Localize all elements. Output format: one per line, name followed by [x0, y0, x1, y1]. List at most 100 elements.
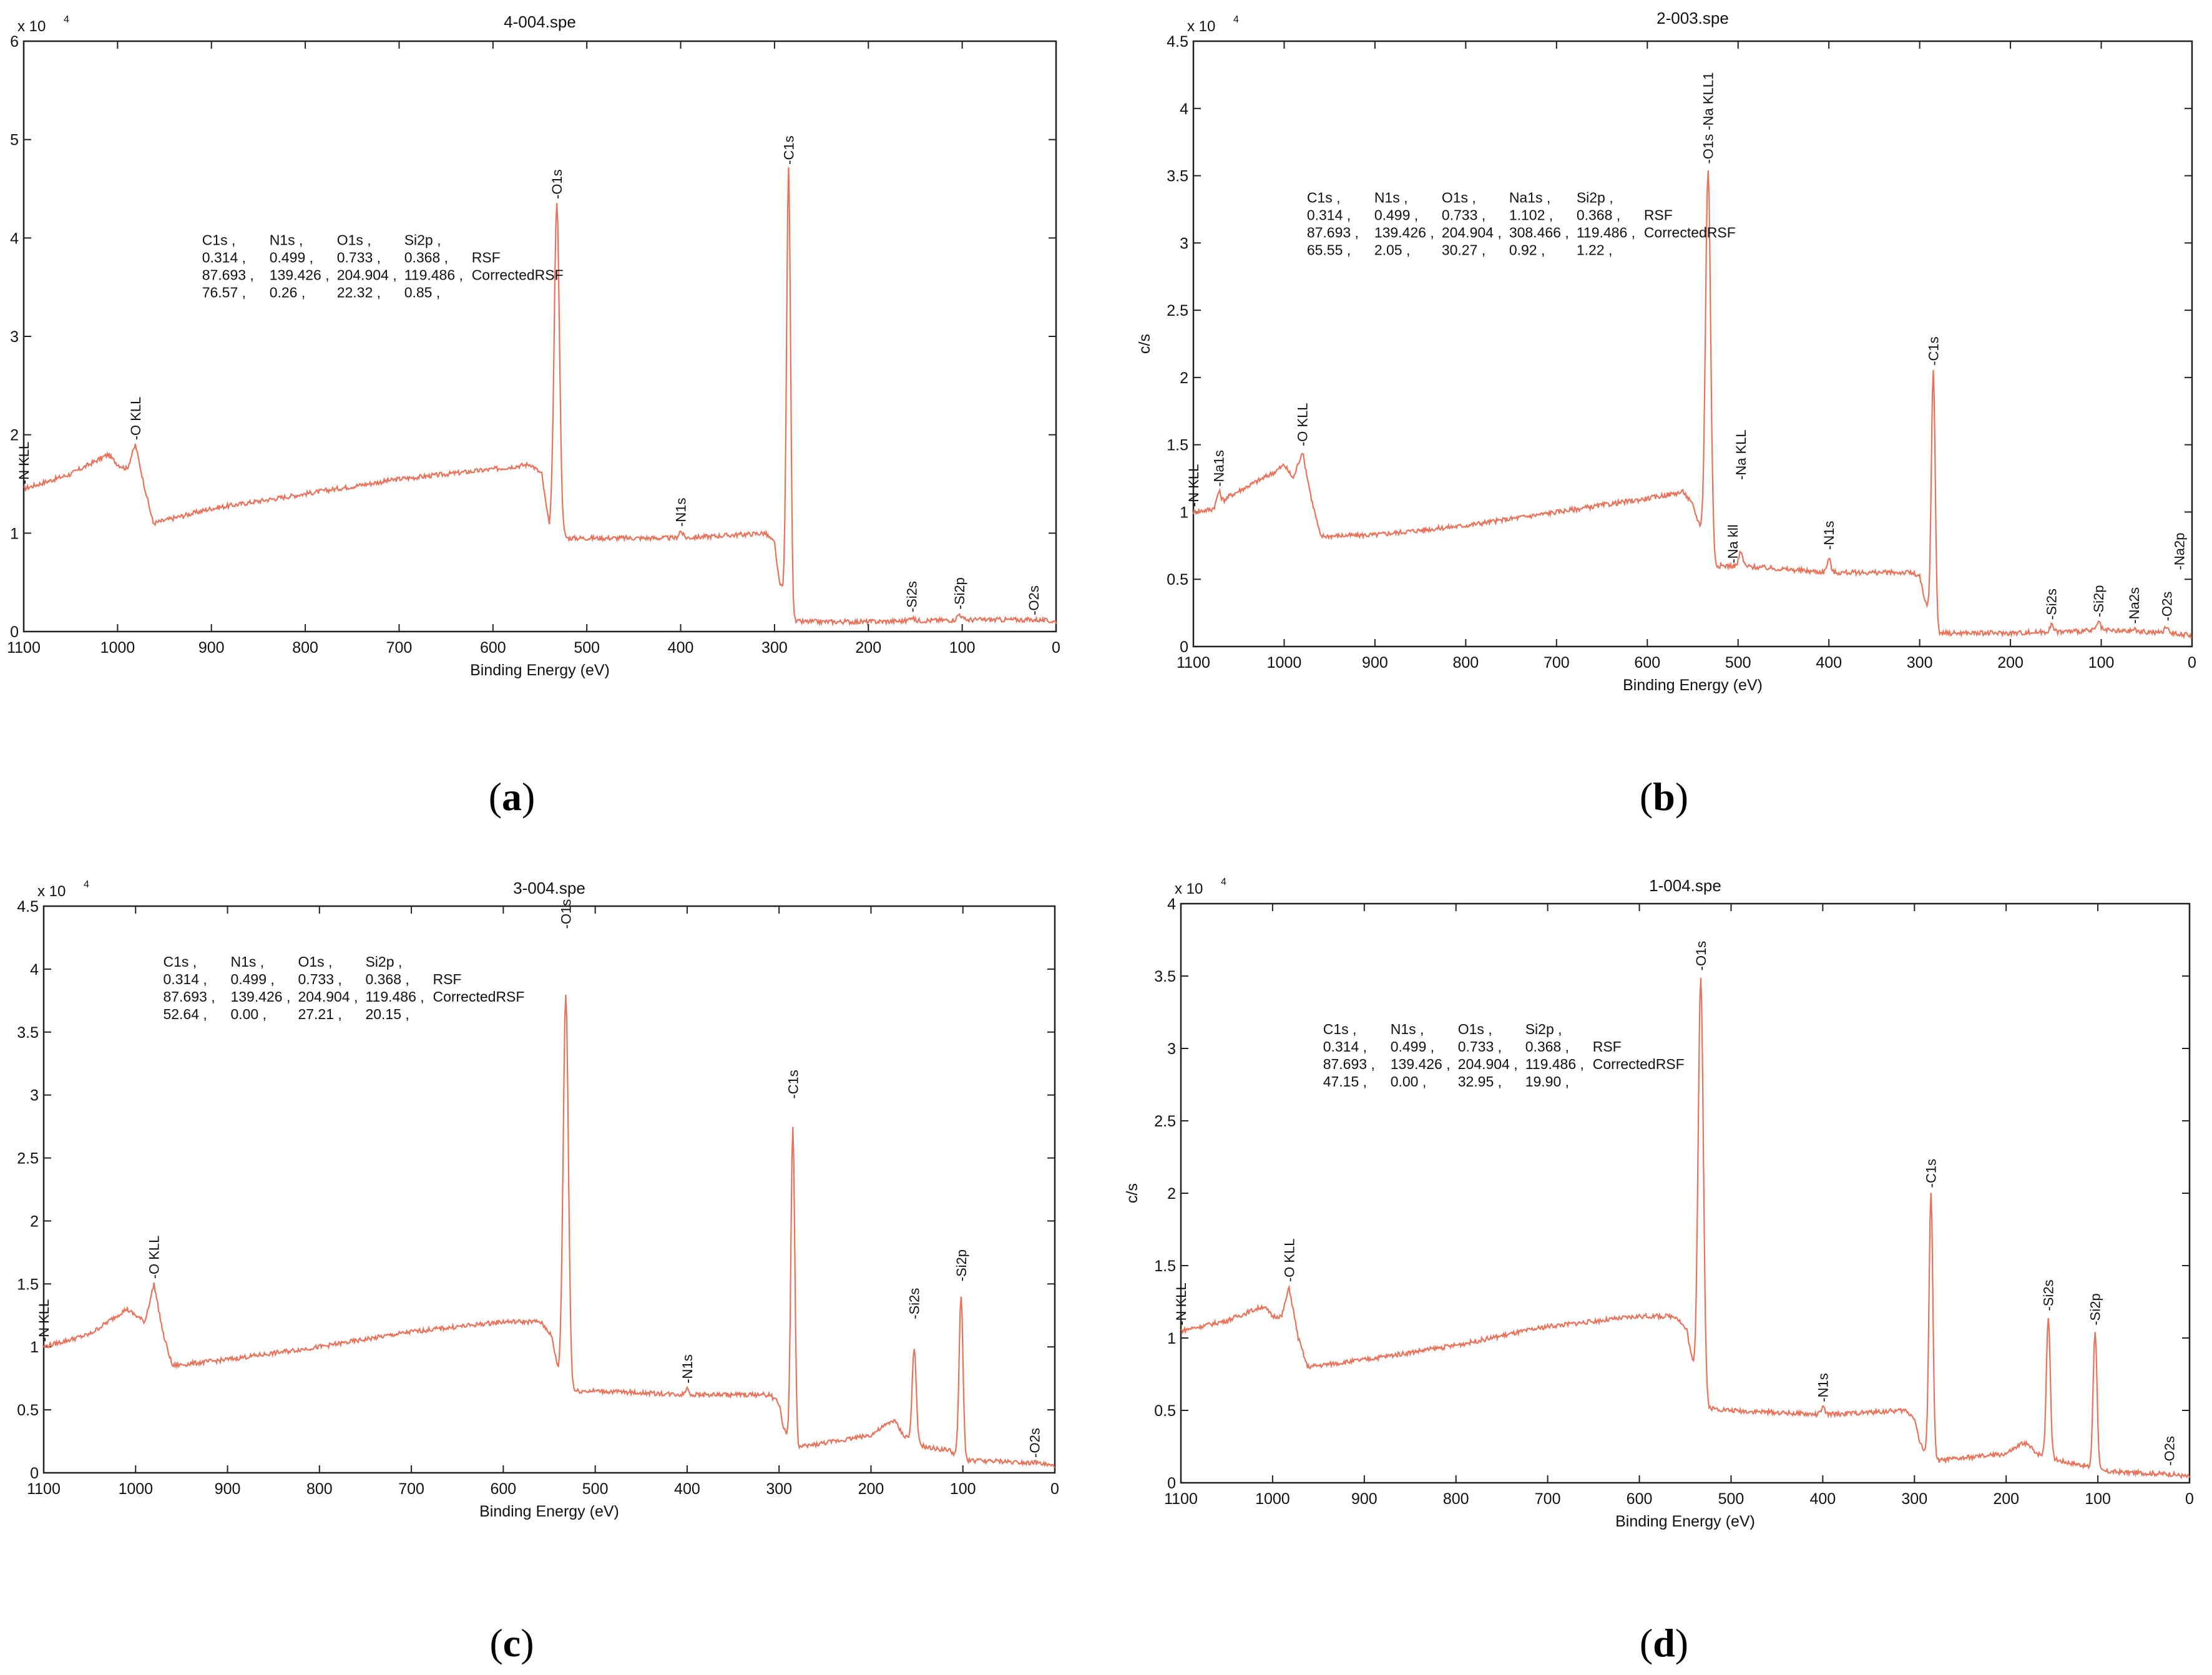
x-tick-label: 1000: [100, 639, 135, 657]
y-tick-label: 1: [10, 525, 19, 542]
quant-table-cell: 27.21 ,: [298, 1006, 341, 1022]
quant-table-cell: 139.426 ,: [270, 266, 330, 283]
x-tick-label: 300: [1907, 654, 1933, 671]
peak-label: -O KLL: [147, 1236, 162, 1279]
caption-c: (c): [489, 1621, 534, 1665]
quant-table-cell: 0.499 ,: [1374, 207, 1418, 223]
x-axis-label: Binding Energy (eV): [479, 1503, 619, 1520]
chart-title: 1-004.spe: [1649, 876, 1721, 895]
caption-letter-a: a: [502, 774, 522, 819]
quant-table-cell: 0.733 ,: [1442, 207, 1485, 223]
y-tick-label: 3: [1180, 235, 1188, 252]
peak-label: -Si2s: [2041, 1279, 2057, 1311]
quant-table-cell: Si2p ,: [365, 954, 402, 970]
x-tick-label: 400: [1810, 1490, 1836, 1508]
x-tick-label: 200: [1993, 1490, 2019, 1508]
peak-label: -O2s: [1027, 1428, 1043, 1458]
y-tick-label: 1: [1180, 504, 1188, 521]
quant-table-cell: O1s ,: [298, 954, 332, 970]
x-tick-label: 800: [1443, 1490, 1469, 1508]
y-tick-label: 4: [10, 230, 19, 247]
x-tick-label: 300: [761, 639, 788, 657]
quant-table-cell: 0.92 ,: [1509, 242, 1545, 258]
quant-table-cell: 119.486 ,: [1525, 1056, 1584, 1072]
peak-label: -Na kll: [1725, 524, 1741, 563]
peak-label: -O2s: [1026, 585, 1042, 615]
y-exponent-label: x 10: [1187, 18, 1215, 35]
y-tick-label: 4: [1167, 896, 1176, 913]
x-axis-label: Binding Energy (eV): [1615, 1513, 1755, 1530]
x-tick-label: 400: [674, 1480, 700, 1498]
x-tick-label: 100: [2088, 654, 2115, 671]
caption-b: (b): [1639, 774, 1689, 819]
caption-d: (d): [1639, 1621, 1689, 1665]
y-tick-label: 0: [1167, 1475, 1176, 1492]
quant-table-cell: 47.15 ,: [1323, 1073, 1367, 1090]
y-tick-label: 4: [1180, 100, 1188, 118]
x-tick-label: 1100: [27, 1480, 61, 1498]
y-axis-label: c/s: [1136, 334, 1153, 354]
peak-label: -O1s: [549, 169, 565, 199]
y-tick-label: 4.5: [17, 898, 39, 916]
peak-label: -N KLL: [36, 1299, 52, 1342]
x-tick-label: 100: [949, 639, 976, 657]
quant-table-cell: O1s ,: [1442, 190, 1476, 206]
quant-table-cell: 0.733 ,: [298, 971, 341, 987]
quant-table-cell: 119.486 ,: [1577, 225, 1635, 241]
y-tick-label: 2: [1167, 1185, 1176, 1203]
chart-title: 4-004.spe: [504, 12, 576, 31]
x-tick-label: 1100: [7, 639, 41, 657]
peak-label: -N1s: [1821, 521, 1837, 550]
quant-table-cell: 76.57 ,: [202, 284, 246, 300]
spectrum-line: [1192, 170, 2193, 640]
quant-table-cell: 65.55 ,: [1307, 242, 1351, 258]
quant-table-cell: C1s ,: [202, 232, 236, 248]
quant-table-cell: CorrectedRSF: [433, 989, 524, 1005]
quant-table-cell: 139.426 ,: [230, 989, 290, 1005]
peak-label: -O1s: [1693, 941, 1709, 971]
chart-panel-d: 1-004.spe x 10 4 1100 1000 900 800 700 600 500 400…: [1106, 861, 2212, 1548]
x-tick-label: 1100: [1177, 654, 1210, 671]
chart-panel-c: 3-004.spe x 10 4 1100 1000 900 800 700 600 500 400…: [0, 861, 1061, 1548]
quant-table-cell: 204.904 ,: [337, 266, 397, 283]
quant-table-cell: 20.15 ,: [365, 1006, 409, 1022]
x-tick-label: 0: [1050, 1480, 1059, 1498]
quant-table-cell: 0.499 ,: [230, 971, 274, 987]
x-tick-label: 400: [1816, 654, 1842, 671]
x-tick-label: 700: [386, 639, 413, 657]
peak-label: -Si2p: [952, 577, 967, 609]
quant-table-cell: N1s ,: [1374, 190, 1408, 206]
x-tick-label: 1000: [118, 1480, 153, 1498]
x-tick-label: 400: [668, 639, 694, 657]
quant-table-cell: 0.314 ,: [1323, 1038, 1367, 1055]
x-axis-label: Binding Energy (eV): [1623, 676, 1763, 694]
peak-label: -N KLL: [1173, 1282, 1189, 1325]
quant-table-cell: RSF: [472, 249, 501, 265]
chart-title: 2-003.spe: [1657, 9, 1729, 27]
caption-letter-b: b: [1653, 774, 1675, 819]
y-exponent-label: x 10: [17, 18, 46, 35]
x-tick-label: 500: [574, 639, 600, 657]
peak-label: -Si2p: [2091, 585, 2107, 617]
spectrum-line: [23, 167, 1057, 627]
y-tick-label: 0: [10, 623, 19, 641]
y-exponent-power: 4: [1221, 877, 1226, 887]
x-tick-label: 700: [1544, 654, 1570, 671]
x-tick-label: 900: [1362, 654, 1388, 671]
x-tick-label: 0: [2185, 1490, 2194, 1508]
quant-table-cell: 308.466 ,: [1509, 225, 1569, 241]
peak-label: -O KLL: [1295, 403, 1311, 446]
y-tick-label: 1: [30, 1339, 39, 1356]
peak-label: -Si2p: [954, 1249, 969, 1281]
x-tick-label: 700: [398, 1480, 424, 1498]
quant-table-cell: 32.95 ,: [1458, 1073, 1502, 1090]
quant-table-cell: O1s ,: [337, 232, 371, 248]
quant-table-cell: 2.05 ,: [1374, 242, 1411, 258]
caption-a: (a): [488, 774, 536, 819]
peak-label: -N1s: [680, 1354, 695, 1383]
x-tick-label: 500: [1725, 654, 1751, 671]
quant-table-cell: 204.904 ,: [1442, 225, 1502, 241]
quant-table-cell: 0.85 ,: [404, 284, 441, 300]
